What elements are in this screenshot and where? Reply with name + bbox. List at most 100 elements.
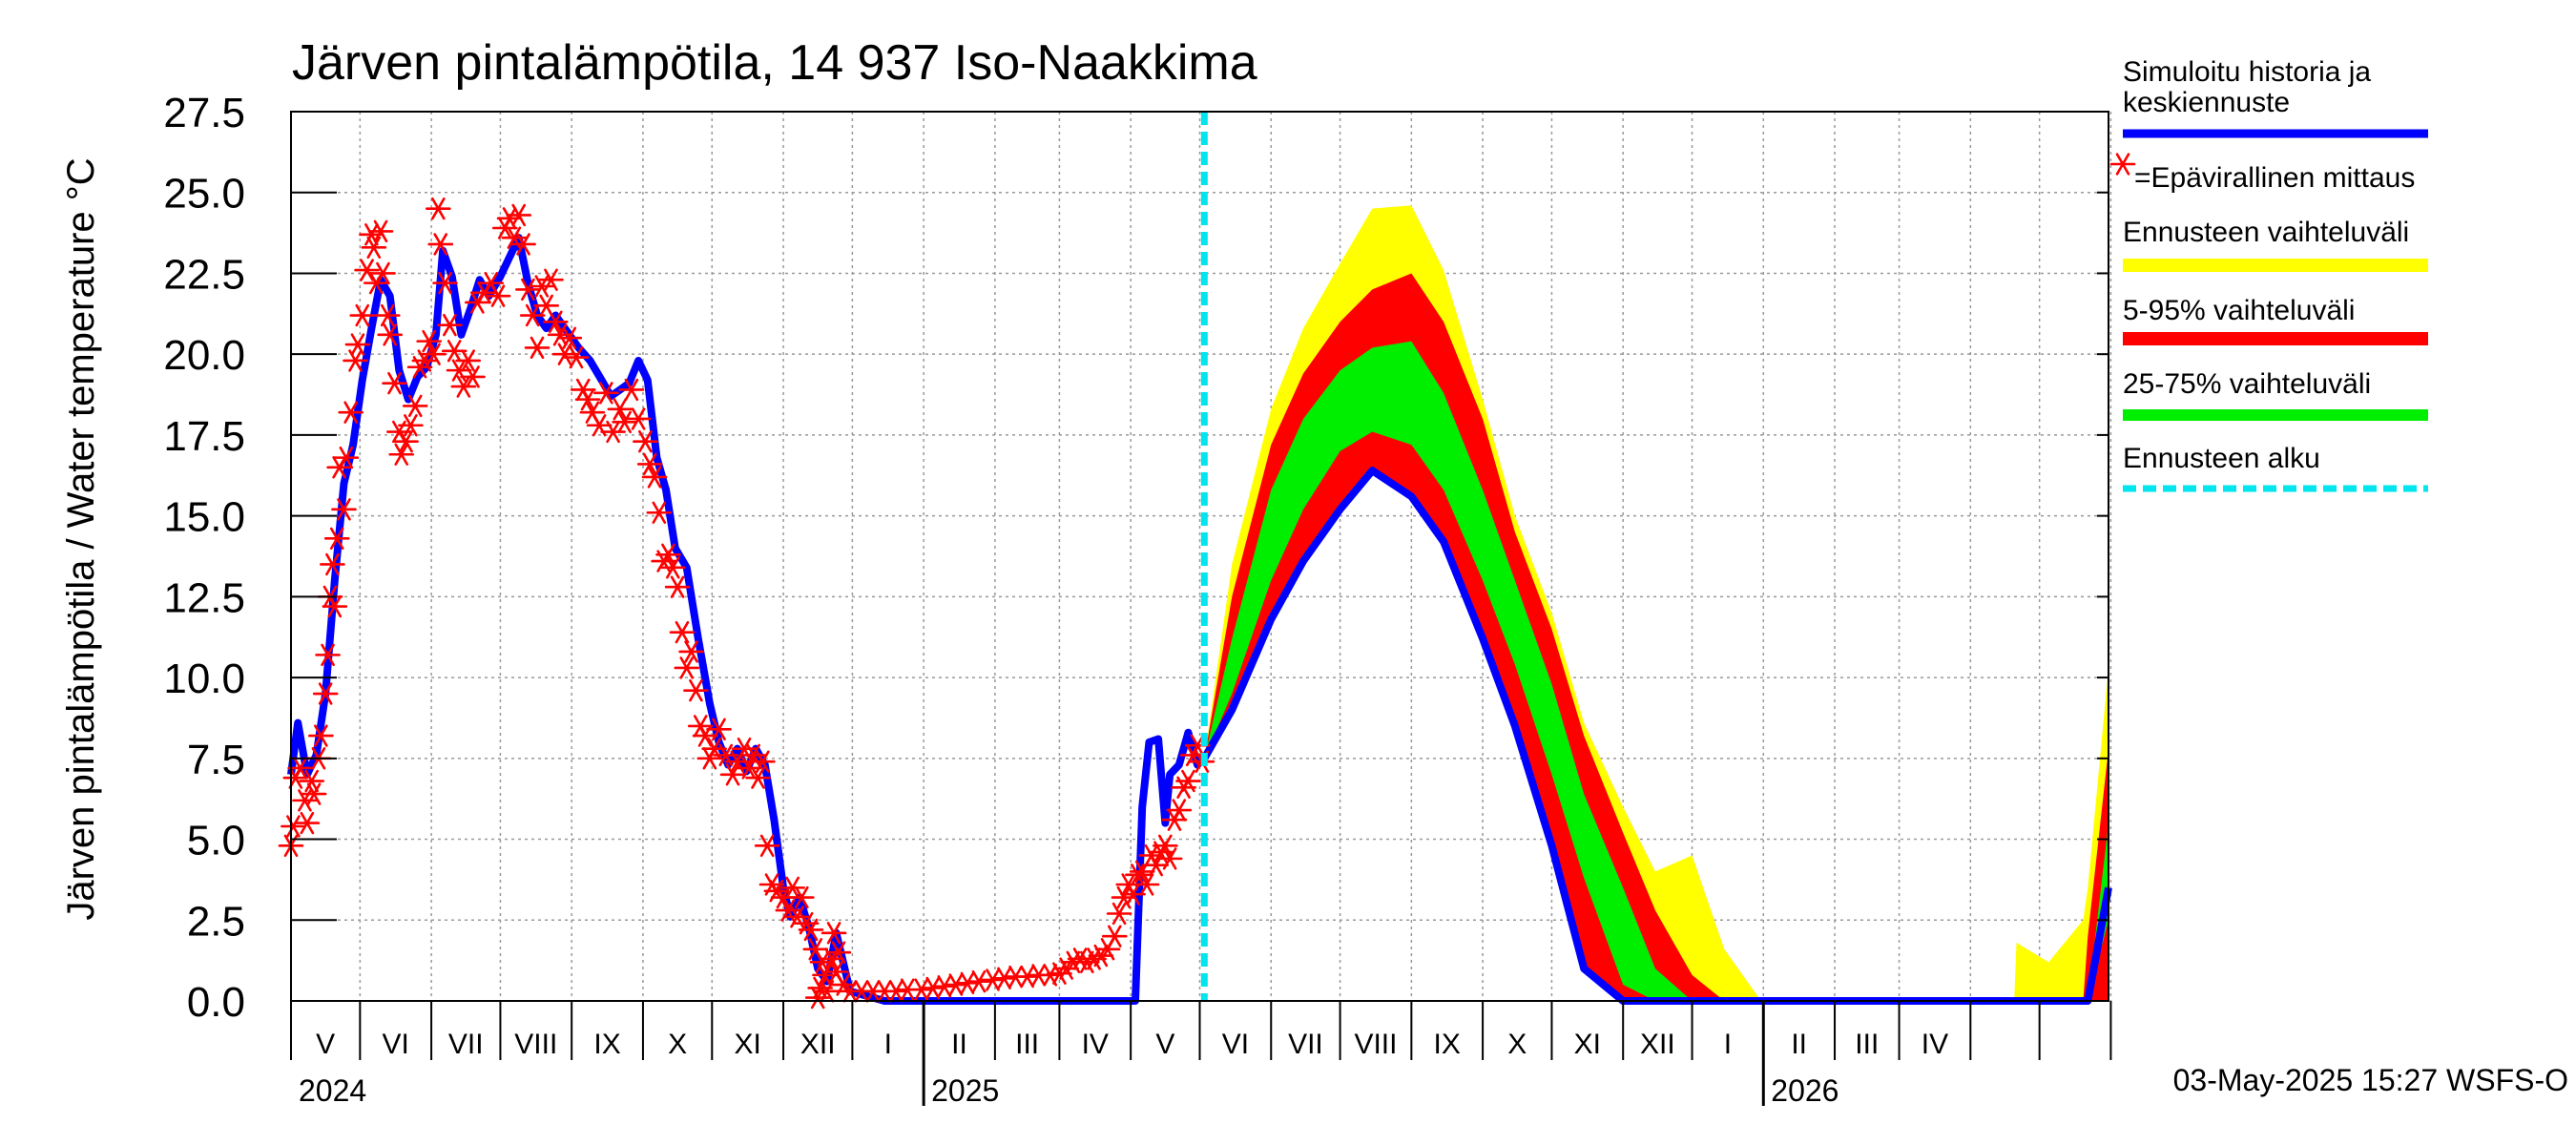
observation-point (706, 718, 732, 741)
y-axis-ticks: 0.0 2.5 5.0 7.5 10.0 12.5 15.0 17.5 20.0 22.5 25.0… (163, 90, 2109, 1026)
month-label: XI (1574, 1029, 1601, 1060)
legend-label-observation: =Epävirallinen mittaus (2134, 162, 2415, 194)
observation-point (754, 834, 780, 858)
observation-point (641, 466, 668, 489)
observation-point (943, 973, 969, 996)
observation-point (515, 278, 541, 302)
observation-point (299, 769, 325, 793)
legend-swatch-observation (2109, 153, 2136, 176)
y-tick-label: 25.0 (163, 171, 245, 218)
legend-label-25-75: 25-75% vaihteluväli (2123, 368, 2371, 400)
observation-point (678, 640, 704, 663)
y-tick-label: 7.5 (187, 737, 245, 783)
observation-point (421, 343, 447, 365)
x-axis: V VI VII VIII IX X XI XII I II III IV V VI VII VIII IX X X… (290, 1001, 2112, 1108)
legend-label-start: Ennusteen alku (2123, 443, 2320, 474)
forecast-bands (1204, 205, 2109, 1001)
observation-point (322, 594, 348, 618)
observation-point (920, 976, 946, 1000)
observation-point (683, 678, 709, 702)
observation-point (612, 410, 637, 434)
plot-area (278, 111, 2112, 1010)
observation-point (524, 336, 551, 360)
y-tick-label: 22.5 (163, 251, 245, 298)
observation-point (315, 643, 341, 667)
month-label: VI (383, 1029, 409, 1060)
observation-point (991, 967, 1017, 989)
month-label: VII (1288, 1029, 1323, 1060)
month-label: III (1855, 1029, 1879, 1060)
observation-point (655, 543, 681, 566)
observation-point (450, 375, 477, 398)
y-tick-label: 5.0 (187, 818, 245, 864)
observation-point (1014, 965, 1040, 989)
observation-point (377, 323, 403, 346)
month-label: II (951, 1029, 967, 1060)
observation-point (779, 876, 805, 900)
observation-point (402, 394, 428, 418)
observation-point (664, 575, 691, 598)
month-label: XII (1640, 1029, 1675, 1060)
observation-point (543, 310, 569, 333)
observation-point (437, 313, 463, 337)
observation-point (367, 219, 394, 243)
observation-point (1166, 799, 1193, 822)
observation-point (354, 259, 380, 281)
observation-point (331, 498, 357, 521)
observation-point (287, 757, 313, 780)
observation-point (393, 429, 419, 453)
observation-point (308, 724, 334, 747)
month-label: I (884, 1029, 892, 1060)
observation-point (312, 682, 339, 705)
month-label: VIII (514, 1029, 557, 1060)
month-label: XII (800, 1029, 836, 1060)
observation-point (1047, 962, 1072, 985)
observations (278, 197, 1215, 1010)
month-label: VI (1222, 1029, 1249, 1060)
observation-point (344, 333, 371, 356)
month-label: X (1507, 1029, 1527, 1060)
observation-point (398, 414, 424, 437)
observation-point (646, 501, 673, 524)
observation-point (674, 656, 700, 679)
observation-point (563, 345, 590, 369)
month-label: X (668, 1029, 687, 1060)
y-tick-label: 2.5 (187, 898, 245, 945)
observation-point (427, 233, 454, 256)
observation-point (954, 971, 981, 995)
observation-point (460, 365, 486, 388)
observation-point (301, 782, 327, 805)
month-label: IV (1922, 1029, 1948, 1060)
observation-point (593, 382, 619, 405)
year-label: 2025 (931, 1073, 999, 1108)
observation-point (980, 968, 1006, 991)
month-label: III (1015, 1029, 1039, 1060)
observation-point (931, 975, 958, 998)
y-tick-label: 27.5 (163, 90, 245, 136)
observation-point (510, 233, 536, 256)
observation-point (574, 387, 601, 411)
observation-point (821, 922, 847, 945)
month-label: IX (1434, 1029, 1461, 1060)
observation-point (432, 271, 458, 295)
observation-point (556, 326, 583, 349)
y-axis-label: Järven pintalämpötila / Water temperatur… (60, 157, 102, 920)
month-label: I (1724, 1029, 1732, 1060)
observation-point (416, 329, 442, 353)
observation-point (338, 401, 364, 424)
y-tick-label: 20.0 (163, 332, 245, 379)
month-label: II (1791, 1029, 1807, 1060)
observation-point (333, 446, 360, 469)
observation-point (1175, 769, 1201, 793)
observation-point (669, 620, 696, 644)
y-tick-label: 10.0 (163, 656, 245, 702)
observation-point (825, 941, 852, 964)
legend: Simuloitu historia ja keskiennuste =Epävir… (2109, 56, 2428, 492)
observation-point (551, 343, 578, 365)
observation-point (966, 969, 992, 993)
month-label: IV (1082, 1029, 1109, 1060)
y-tick-label: 12.5 (163, 574, 245, 621)
observation-point (633, 429, 658, 453)
y-tick-label: 0.0 (187, 979, 245, 1026)
